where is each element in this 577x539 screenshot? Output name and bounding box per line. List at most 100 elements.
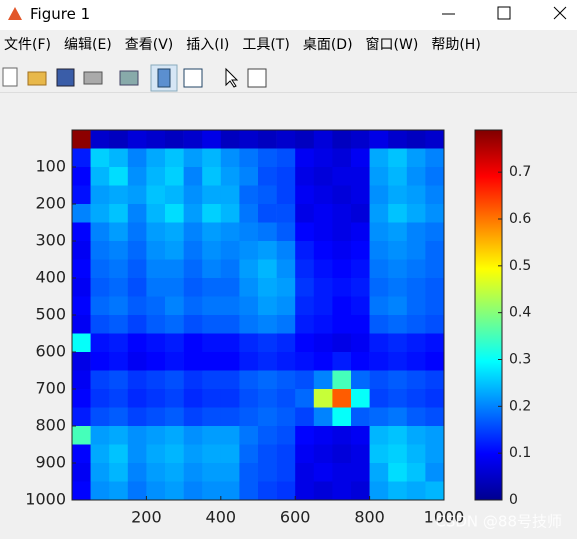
heatmap-cell bbox=[369, 222, 389, 242]
heatmap-cell bbox=[202, 444, 222, 464]
heatmap-cell bbox=[313, 333, 333, 353]
heatmap-cell bbox=[295, 259, 315, 279]
heatmap-cell bbox=[220, 259, 240, 279]
heatmap-cell bbox=[406, 333, 426, 353]
heatmap-cell bbox=[72, 241, 91, 260]
toolbar bbox=[0, 62, 577, 93]
toolbar-icons bbox=[2, 64, 267, 92]
save-icon[interactable] bbox=[56, 68, 75, 87]
heatmap-cell bbox=[165, 370, 184, 390]
heatmap-cell bbox=[220, 222, 240, 242]
heatmap-cell bbox=[239, 315, 259, 334]
heatmap-cell bbox=[127, 167, 147, 186]
inspector-icon[interactable] bbox=[247, 68, 267, 88]
heatmap-cell bbox=[332, 315, 352, 334]
y-tick-label: 100 bbox=[35, 157, 66, 176]
heatmap-cell bbox=[351, 130, 370, 149]
heatmap-cell bbox=[295, 241, 315, 260]
title-bar-icons bbox=[8, 6, 567, 20]
heatmap-cell bbox=[109, 444, 129, 464]
x-tick-label: 1000 bbox=[424, 508, 465, 527]
new-icon[interactable] bbox=[2, 67, 18, 87]
heatmap-cell bbox=[406, 481, 426, 501]
heatmap-cell bbox=[202, 389, 222, 408]
heatmap-cell bbox=[276, 407, 296, 427]
print-icon[interactable] bbox=[83, 71, 103, 85]
open-icon[interactable] bbox=[27, 71, 47, 86]
heatmap-cell bbox=[313, 296, 333, 316]
heatmap-cell bbox=[388, 204, 408, 223]
x-tick-label: 400 bbox=[206, 508, 237, 527]
menu-item[interactable]: 窗口(W) bbox=[365, 37, 419, 53]
colorbar-tick-label: 0.3 bbox=[509, 351, 531, 367]
heatmap-cell bbox=[332, 333, 352, 353]
heatmap-cell bbox=[332, 204, 352, 223]
heatmap-cell bbox=[109, 370, 129, 390]
heatmap-cell bbox=[183, 444, 203, 464]
menu-item[interactable]: 插入(I) bbox=[186, 37, 230, 53]
menu-item[interactable]: 文件(F) bbox=[4, 37, 51, 53]
heatmap-cell bbox=[202, 185, 222, 205]
link-icon[interactable] bbox=[119, 70, 139, 86]
heatmap-cell bbox=[146, 148, 166, 168]
heatmap-cell bbox=[258, 204, 277, 223]
menu-item[interactable]: 工具(T) bbox=[242, 37, 290, 53]
heatmap-cell bbox=[109, 222, 129, 242]
heatmap-cell bbox=[406, 389, 426, 408]
menu-item[interactable]: 桌面(D) bbox=[302, 37, 353, 53]
heatmap-cell bbox=[332, 463, 352, 482]
heatmap-cell bbox=[425, 204, 445, 223]
heatmap-cell bbox=[165, 185, 184, 205]
heatmap-cell bbox=[72, 333, 91, 353]
heatmap-cell bbox=[313, 204, 333, 223]
heatmap-cell bbox=[276, 370, 296, 390]
heatmap-cell bbox=[202, 204, 222, 223]
heatmap-cell bbox=[258, 241, 277, 260]
heatmap-cell bbox=[332, 148, 352, 168]
colorbar-icon[interactable] bbox=[157, 68, 171, 88]
legend-icon[interactable] bbox=[183, 68, 203, 88]
heatmap-cell bbox=[109, 259, 129, 279]
heatmap-cell bbox=[127, 278, 147, 297]
heatmap-cell bbox=[90, 185, 110, 205]
heatmap-cell bbox=[146, 278, 166, 297]
menu-item[interactable]: 编辑(E) bbox=[63, 37, 112, 53]
heatmap-cell bbox=[425, 148, 445, 168]
heatmap-cell bbox=[239, 444, 259, 464]
heatmap-cell bbox=[313, 278, 333, 297]
heatmap-cell bbox=[276, 315, 296, 334]
heatmap-cell bbox=[127, 222, 147, 242]
heatmap-cell bbox=[313, 407, 333, 427]
heatmap-cell bbox=[258, 426, 277, 445]
close-button[interactable] bbox=[553, 6, 567, 20]
maximize-button[interactable] bbox=[497, 6, 511, 20]
menu-item[interactable]: 查看(V) bbox=[124, 37, 174, 53]
menu-item[interactable]: 帮助(H) bbox=[431, 37, 481, 53]
heatmap-cell bbox=[351, 463, 370, 482]
heatmap-cell bbox=[165, 148, 184, 168]
heatmap-cell bbox=[295, 426, 315, 445]
heatmap-cell bbox=[202, 241, 222, 260]
heatmap-cell bbox=[258, 296, 277, 316]
heatmap-cell bbox=[90, 204, 110, 223]
heatmap-cell bbox=[127, 130, 147, 149]
heatmap-cell bbox=[165, 167, 184, 186]
heatmap-cell bbox=[425, 185, 445, 205]
heatmap-cell bbox=[90, 148, 110, 168]
heatmap-cell bbox=[351, 278, 370, 297]
colorbar-tick-label: 0.6 bbox=[509, 211, 531, 227]
heatmap-cell bbox=[202, 259, 222, 279]
heatmap-cell bbox=[332, 278, 352, 297]
menu-bar: 文件(F) 编辑(E) 查看(V) 插入(I) 工具(T) 桌面(D) 窗口(W) 帮助(H) bbox=[0, 34, 490, 60]
heatmap-cell bbox=[313, 241, 333, 260]
heatmap-cell bbox=[127, 426, 147, 445]
heatmap-cell bbox=[332, 426, 352, 445]
heatmap-cell bbox=[72, 296, 91, 316]
pointer-icon[interactable] bbox=[225, 67, 239, 88]
heatmap-cell bbox=[90, 444, 110, 464]
heatmap-cell bbox=[239, 426, 259, 445]
heatmap-cell bbox=[127, 204, 147, 223]
heatmap-cell bbox=[127, 352, 147, 371]
heatmap-cell bbox=[276, 259, 296, 279]
app-icon bbox=[8, 7, 22, 20]
